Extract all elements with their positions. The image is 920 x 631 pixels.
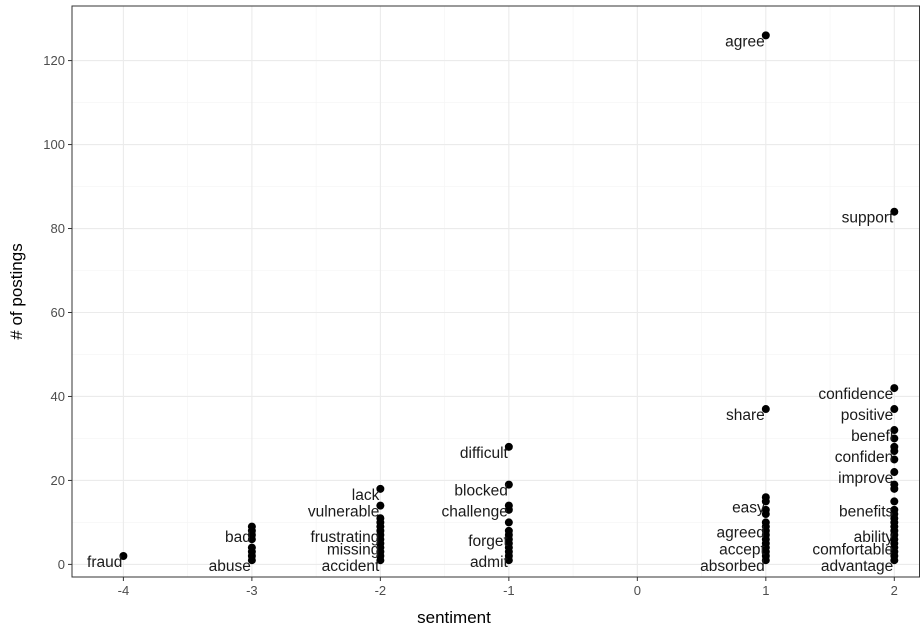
y-tick-label: 20 xyxy=(51,473,65,488)
data-point xyxy=(247,556,256,565)
word-label: accident xyxy=(322,558,380,575)
data-point xyxy=(504,518,513,527)
word-labels: agree support confidence share positive benef… xyxy=(87,33,894,575)
word-label: missing xyxy=(327,541,380,558)
word-label: ability xyxy=(854,529,894,546)
data-point xyxy=(504,480,513,489)
x-tick-label: -4 xyxy=(118,583,130,598)
data-point xyxy=(890,384,899,393)
grid-lines xyxy=(72,6,920,577)
data-point xyxy=(890,497,899,506)
word-label: abuse xyxy=(209,558,251,575)
data-point xyxy=(376,556,385,565)
word-label: advantage xyxy=(821,558,893,575)
y-tick-label: 60 xyxy=(51,305,65,320)
data-point xyxy=(761,510,770,519)
data-points xyxy=(119,31,899,565)
word-label: share xyxy=(726,407,765,424)
x-tick-label: -2 xyxy=(375,583,387,598)
word-label: admit xyxy=(470,554,509,571)
x-tick-label: 2 xyxy=(891,583,898,598)
data-point xyxy=(247,535,256,544)
word-label: benefits xyxy=(839,504,894,521)
y-axis-title: # of postings xyxy=(7,243,26,339)
word-label: challenge xyxy=(441,504,507,521)
y-tick-label: 0 xyxy=(58,557,65,572)
word-label: fraud xyxy=(87,554,122,571)
data-point xyxy=(890,455,899,464)
word-label: lack xyxy=(352,487,380,504)
word-label: confidence xyxy=(818,386,893,403)
data-point xyxy=(890,434,899,443)
word-label: benefi xyxy=(851,428,893,445)
data-point xyxy=(376,501,385,510)
word-label: confiden xyxy=(835,449,894,466)
data-point xyxy=(761,497,770,506)
word-label: forget xyxy=(468,533,508,550)
x-axis-title: sentiment xyxy=(417,608,491,627)
word-label: agreed xyxy=(717,525,765,542)
y-tick-label: 80 xyxy=(51,221,65,236)
data-point xyxy=(761,405,770,414)
data-point xyxy=(761,31,770,40)
word-label: vulnerable xyxy=(308,504,380,521)
x-tick-label: 0 xyxy=(634,583,641,598)
data-point xyxy=(890,207,899,216)
data-point xyxy=(376,484,385,493)
word-label: improve xyxy=(838,470,893,487)
data-point xyxy=(890,405,899,414)
data-point xyxy=(890,468,899,477)
x-tick-label: -1 xyxy=(503,583,515,598)
data-point xyxy=(890,426,899,435)
data-point xyxy=(890,447,899,456)
word-label: accept xyxy=(719,541,765,558)
word-label: support xyxy=(842,210,894,227)
word-label: comfortable xyxy=(812,541,893,558)
y-tick-label: 100 xyxy=(43,137,65,152)
data-point xyxy=(890,484,899,493)
word-label: difficult xyxy=(460,445,509,462)
y-tick-label: 40 xyxy=(51,389,65,404)
data-point xyxy=(504,505,513,514)
word-label: absorbed xyxy=(700,558,765,575)
data-point xyxy=(761,556,770,565)
word-label: positive xyxy=(841,407,894,424)
data-point xyxy=(504,556,513,565)
data-point xyxy=(119,552,128,561)
data-point xyxy=(890,556,899,565)
word-label: easy xyxy=(732,499,765,516)
x-tick-label: 1 xyxy=(762,583,769,598)
data-point xyxy=(504,442,513,451)
word-label: bad xyxy=(225,529,251,546)
word-label: agree xyxy=(725,33,765,50)
y-tick-label: 120 xyxy=(43,53,65,68)
x-tick-label: -3 xyxy=(246,583,258,598)
word-label: blocked xyxy=(454,483,507,500)
word-label: frustrating xyxy=(310,529,379,546)
